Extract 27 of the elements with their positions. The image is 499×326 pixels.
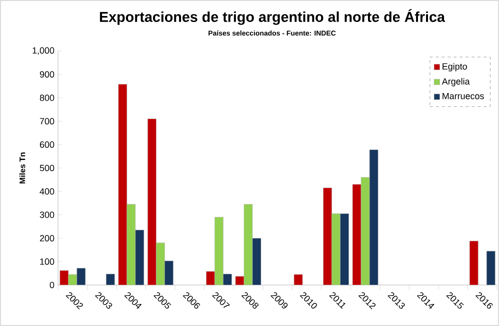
bar (118, 84, 128, 285)
y-tick-label: 1,000 (32, 47, 54, 55)
bar (164, 260, 174, 285)
bar (148, 118, 156, 285)
bar (323, 188, 332, 285)
bar (156, 242, 165, 285)
y-tick-label: 500 (40, 164, 54, 172)
y-tick-label: 700 (40, 118, 54, 124)
y-tick-label: 900 (40, 71, 54, 78)
bar (214, 216, 224, 285)
legend-label: Argelia (442, 78, 470, 86)
bar (332, 213, 340, 285)
chart-title: Exportaciones de trigo argentino al norte de África (100, 9, 446, 25)
bar (469, 240, 478, 285)
bar (126, 204, 136, 285)
bar (135, 230, 144, 285)
y-tick-label: 800 (40, 94, 54, 101)
y-tick-label: 0 (50, 282, 54, 288)
legend-label: Egipto (442, 63, 467, 72)
bar (486, 250, 496, 285)
y-tick-label: 300 (40, 212, 54, 218)
y-tick-label: 200 (40, 235, 54, 242)
bar (340, 213, 349, 285)
y-tick-label: 100 (40, 258, 54, 265)
legend-label: Marruecos (442, 92, 484, 100)
y-tick-label: 600 (40, 141, 54, 148)
y-tick-label: 400 (40, 188, 54, 195)
